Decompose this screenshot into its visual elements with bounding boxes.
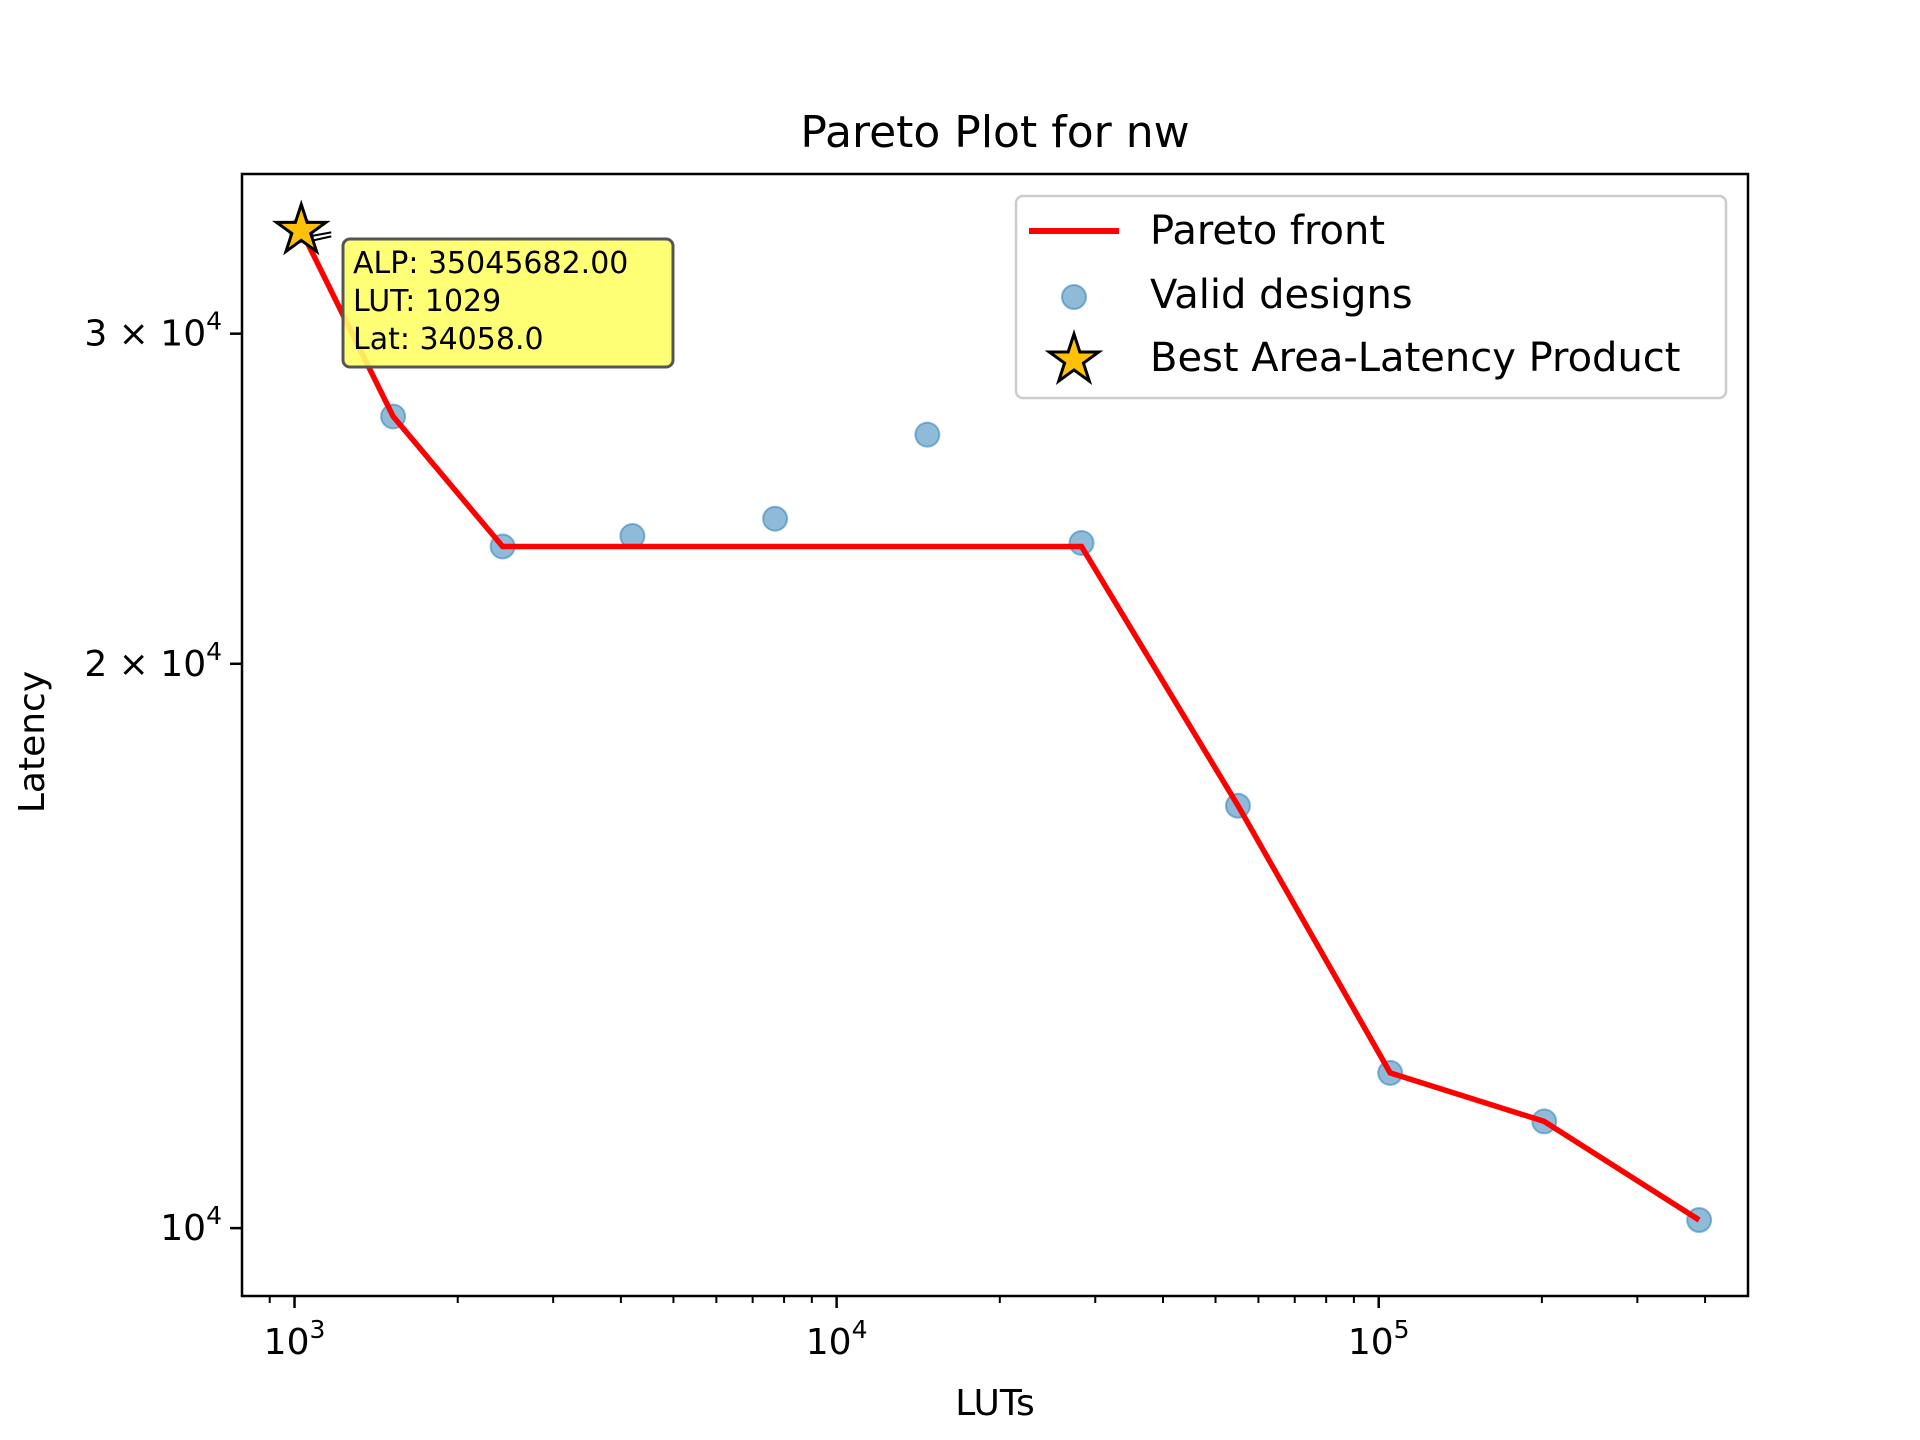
pareto-front-line — [298, 229, 1701, 1223]
plot-frame — [240, 172, 1750, 1298]
y-axis-label: Latency — [12, 671, 53, 813]
x-tick-label: 105 — [1348, 1315, 1410, 1363]
x-tick-label: 104 — [806, 1315, 868, 1363]
chart-title: Pareto Plot for nw — [800, 107, 1189, 158]
legend-scatter-swatch — [1061, 284, 1087, 310]
y-tick-label: 2 × 104 — [84, 637, 222, 685]
legend-label-pareto: Pareto front — [1150, 208, 1385, 254]
legend-frame — [1014, 194, 1728, 400]
annotation-box — [341, 237, 675, 369]
valid-design-point — [914, 421, 941, 448]
best-alp-star — [271, 199, 331, 256]
annotation-line-lat: Lat: 34058.0 — [353, 322, 544, 357]
x-axis-label: LUTs — [955, 1383, 1034, 1424]
legend: Pareto front Valid designs Best Area-Lat… — [1014, 194, 1728, 400]
legend-label-valid: Valid designs — [1150, 272, 1413, 318]
annotation-line-lut: LUT: 1029 — [353, 284, 501, 319]
plot-area — [271, 199, 1713, 1234]
x-tick-label: 103 — [264, 1315, 326, 1363]
y-tick-label: 104 — [160, 1201, 222, 1249]
y-tick-label: 3 × 104 — [84, 307, 222, 355]
best-point-annotation: ALP: 35045682.00 LUT: 1029 Lat: 34058.0 — [341, 237, 675, 369]
valid-design-point — [762, 505, 789, 532]
annotation-line-alp: ALP: 35045682.00 — [353, 246, 628, 281]
legend-star-swatch — [1044, 329, 1104, 385]
legend-label-best: Best Area-Latency Product — [1150, 335, 1680, 381]
